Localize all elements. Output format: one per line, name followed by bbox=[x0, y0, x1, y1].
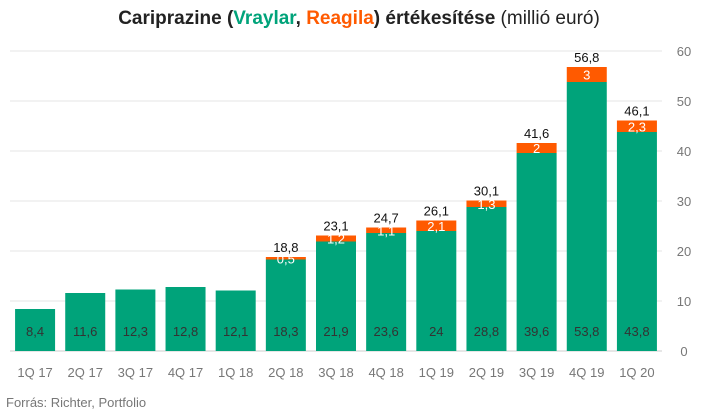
y-tick-label: 20 bbox=[677, 244, 691, 259]
data-label-reagila: 0,5 bbox=[277, 251, 295, 266]
data-label-vraylar: 53,8 bbox=[574, 324, 599, 339]
source-note: Forrás: Richter, Portfolio bbox=[6, 395, 146, 410]
data-label-vraylar: 12,3 bbox=[123, 324, 148, 339]
y-tick-label: 0 bbox=[680, 344, 687, 359]
data-label-vraylar: 12,8 bbox=[173, 324, 198, 339]
bar-vraylar bbox=[215, 290, 256, 351]
x-tick-label: 1Q 18 bbox=[218, 365, 253, 380]
x-tick-label: 4Q 18 bbox=[368, 365, 403, 380]
data-label-vraylar: 28,8 bbox=[474, 324, 499, 339]
x-tick-label: 2Q 17 bbox=[68, 365, 103, 380]
data-label-vraylar: 23,6 bbox=[373, 324, 398, 339]
data-label-total: 46,1 bbox=[624, 104, 649, 119]
bar-vraylar bbox=[366, 233, 407, 351]
x-tick-label: 1Q 20 bbox=[619, 365, 654, 380]
data-label-vraylar: 18,3 bbox=[273, 324, 298, 339]
data-label-reagila: 2 bbox=[533, 141, 540, 156]
bar-reagila bbox=[566, 67, 607, 82]
bar-vraylar bbox=[115, 289, 156, 351]
bar-vraylar bbox=[165, 287, 206, 351]
bar-reagila bbox=[466, 200, 507, 207]
data-label-vraylar: 12,1 bbox=[223, 324, 248, 339]
bar-vraylar bbox=[516, 153, 557, 351]
data-label-reagila: 1,1 bbox=[377, 223, 395, 238]
y-tick-label: 10 bbox=[677, 294, 691, 309]
bar-vraylar bbox=[416, 231, 457, 351]
data-label-reagila: 3 bbox=[583, 68, 590, 83]
x-tick-label: 3Q 17 bbox=[118, 365, 153, 380]
title-part-5: ) értékesítése bbox=[374, 8, 495, 29]
x-tick-label: 3Q 18 bbox=[318, 365, 353, 380]
data-label-vraylar: 39,6 bbox=[524, 324, 549, 339]
data-label-total: 26,1 bbox=[424, 204, 449, 219]
data-label-vraylar: 43,8 bbox=[624, 324, 649, 339]
bar-reagila bbox=[616, 120, 657, 132]
bars bbox=[15, 67, 657, 351]
bar-vraylar bbox=[566, 82, 607, 351]
bar-vraylar bbox=[616, 132, 657, 351]
bar-reagila bbox=[416, 220, 457, 231]
data-label-total: 18,8 bbox=[273, 240, 298, 255]
data-label-reagila: 1,2 bbox=[327, 232, 345, 247]
bar-vraylar bbox=[65, 293, 106, 351]
data-label-total: 30,1 bbox=[474, 184, 499, 199]
x-tick-label: 3Q 19 bbox=[519, 365, 554, 380]
title-part-3: , bbox=[296, 8, 307, 29]
data-label-reagila: 2,1 bbox=[427, 219, 445, 234]
y-tick-label: 50 bbox=[677, 94, 691, 109]
data-label-total: 41,6 bbox=[524, 126, 549, 141]
y-tick-label: 30 bbox=[677, 194, 691, 209]
x-tick-label: 4Q 19 bbox=[569, 365, 604, 380]
data-label-vraylar: 11,6 bbox=[73, 324, 97, 339]
data-label-reagila: 1,3 bbox=[477, 197, 495, 212]
title-part-1: Cariprazine ( bbox=[118, 8, 234, 29]
x-tick-label: 4Q 17 bbox=[168, 365, 203, 380]
bar-vraylar bbox=[265, 259, 306, 351]
data-label-vraylar: 8,4 bbox=[26, 324, 44, 339]
data-labels: 8,4 11,6 12,3 12,8 12,1 18,30,518,821,91,223,… bbox=[26, 50, 650, 339]
bar-vraylar bbox=[316, 241, 356, 351]
data-label-vraylar: 24 bbox=[429, 324, 443, 339]
x-tick-label: 1Q 17 bbox=[17, 365, 52, 380]
chart-title: Cariprazine (Vraylar, Reagila) értékesít… bbox=[118, 8, 600, 29]
x-tick-label: 2Q 18 bbox=[268, 365, 303, 380]
bar-reagila bbox=[316, 235, 356, 242]
data-label-vraylar: 21,9 bbox=[323, 324, 348, 339]
title-unit: (millió euró) bbox=[495, 8, 600, 29]
bar-vraylar bbox=[466, 207, 507, 351]
bar-reagila bbox=[516, 143, 557, 153]
y-tick-label: 60 bbox=[677, 44, 691, 59]
data-label-total: 24,7 bbox=[373, 211, 398, 226]
y-tick-label: 40 bbox=[677, 144, 691, 159]
x-tick-label: 1Q 19 bbox=[419, 365, 454, 380]
axes: 0 10 20 30 40 50 60 1Q 17 2Q 17 3Q 17 4Q 17 1Q 18 2Q… bbox=[17, 44, 691, 380]
bar-reagila bbox=[265, 257, 306, 260]
bar-reagila bbox=[366, 227, 407, 233]
title-vraylar: Vraylar bbox=[233, 8, 297, 29]
data-label-total: 56,8 bbox=[574, 50, 599, 65]
data-label-total: 23,1 bbox=[323, 219, 348, 234]
bar-vraylar bbox=[15, 309, 56, 351]
x-tick-label: 2Q 19 bbox=[469, 365, 504, 380]
data-label-reagila: 2,3 bbox=[628, 119, 646, 134]
title-reagila: Reagila bbox=[306, 8, 374, 29]
